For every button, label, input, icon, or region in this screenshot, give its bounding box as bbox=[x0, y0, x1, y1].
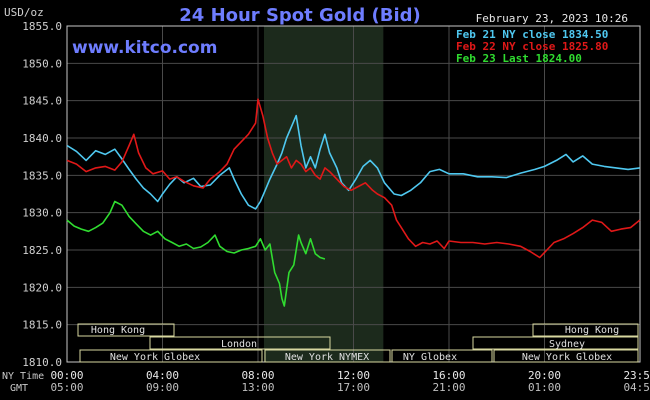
y-tick-label: 1835.0 bbox=[22, 169, 62, 182]
session-box bbox=[79, 349, 263, 363]
x-tick-label-gmt: 17:00 bbox=[337, 381, 370, 394]
y-tick-label: 1840.0 bbox=[22, 132, 62, 145]
x-tick-label-ny: 04:00 bbox=[146, 369, 179, 382]
y-tick-label: 1850.0 bbox=[22, 57, 62, 70]
series-layer bbox=[66, 98, 641, 307]
session-ny-globex-3: New York Globex bbox=[522, 352, 612, 363]
session-box bbox=[149, 336, 331, 350]
x-tick-label-ny: 23:59 bbox=[623, 369, 650, 382]
x-tick-label-ny: 20:00 bbox=[528, 369, 561, 382]
series-line-1 bbox=[66, 114, 640, 210]
y-tick-label: 1855.0 bbox=[22, 20, 62, 33]
x-tick-label-ny: 00:00 bbox=[50, 369, 83, 382]
x-tick-label-gmt: 21:00 bbox=[432, 381, 465, 394]
session-box bbox=[264, 349, 391, 363]
session-box bbox=[493, 349, 639, 363]
legend-item-feb23: Feb 23 Last 1824.00 bbox=[456, 52, 582, 65]
legend: Feb 21 NY close 1834.50 Feb 22 NY close … bbox=[456, 28, 608, 65]
y-tick-label: 1830.0 bbox=[22, 207, 62, 220]
y-axis: 1810.0 1815.0 1820.0 1825.0 1830.0 1835.0 1840… bbox=[22, 20, 62, 369]
x-tick-label-ny: 12:00 bbox=[337, 369, 370, 382]
session-ny-nymex: New York NYMEX bbox=[285, 352, 369, 363]
x-tick-label-gmt: 13:00 bbox=[241, 381, 274, 394]
session-box bbox=[77, 323, 175, 337]
sessions: Hong Kong Hong Kong London Sydney New Yo… bbox=[77, 323, 639, 363]
x-tick-label-gmt: 09:00 bbox=[146, 381, 179, 394]
session-hong-kong-1: Hong Kong bbox=[91, 325, 145, 336]
session-hong-kong-2: Hong Kong bbox=[565, 325, 619, 336]
watermark: www.kitco.com bbox=[72, 38, 217, 58]
ny-time-label: NY Time bbox=[2, 371, 44, 382]
y-tick-label: 1825.0 bbox=[22, 244, 62, 257]
nymex-session-shade bbox=[263, 26, 384, 362]
legend-item-feb21: Feb 21 NY close 1834.50 bbox=[456, 28, 608, 41]
y-tick-label: 1820.0 bbox=[22, 281, 62, 294]
x-tick-label-gmt: 04:59 bbox=[623, 381, 650, 394]
unit-label: USD/oz bbox=[4, 6, 44, 19]
x-axis: 00:00 04:00 08:00 12:00 16:00 20:00 23:59 05:00… bbox=[50, 369, 650, 394]
gmt-label: GMT bbox=[10, 383, 28, 394]
x-tick-label-gmt: 05:00 bbox=[50, 381, 83, 394]
chart-title: 24 Hour Spot Gold (Bid) bbox=[179, 5, 420, 26]
session-sydney: Sydney bbox=[549, 339, 585, 350]
session-ny-globex-1: New York Globex bbox=[110, 352, 200, 363]
session-london: London bbox=[221, 339, 257, 350]
legend-item-feb22: Feb 22 NY close 1825.80 bbox=[456, 40, 608, 53]
y-tick-label: 1810.0 bbox=[22, 356, 62, 369]
y-tick-label: 1845.0 bbox=[22, 95, 62, 108]
timestamp: February 23, 2023 10:26 bbox=[476, 12, 628, 25]
session-box bbox=[472, 336, 639, 350]
series-line-3 bbox=[66, 200, 326, 307]
x-tick-label-ny: 08:00 bbox=[241, 369, 274, 382]
y-tick-label: 1815.0 bbox=[22, 319, 62, 332]
series-line-2 bbox=[66, 98, 641, 259]
x-tick-label-ny: 16:00 bbox=[432, 369, 465, 382]
session-ny-globex-2: NY Globex bbox=[403, 352, 457, 363]
session-box bbox=[532, 323, 639, 337]
x-tick-label-gmt: 01:00 bbox=[528, 381, 561, 394]
session-box bbox=[391, 349, 493, 363]
